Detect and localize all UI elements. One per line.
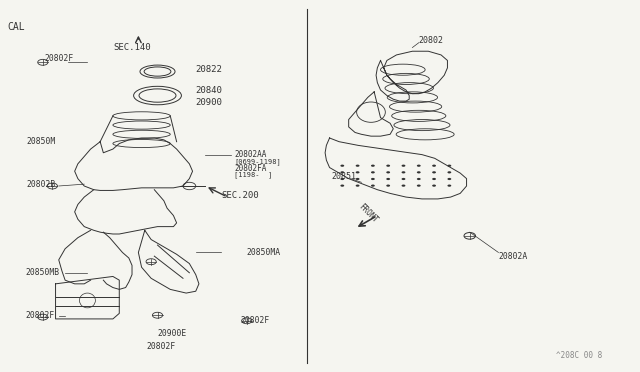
Text: CAL: CAL (8, 22, 26, 32)
Circle shape (356, 164, 360, 167)
Circle shape (340, 164, 344, 167)
Circle shape (340, 185, 344, 187)
Circle shape (401, 171, 405, 173)
Circle shape (387, 164, 390, 167)
Circle shape (371, 171, 375, 173)
Text: 20900E: 20900E (157, 329, 187, 338)
Circle shape (417, 171, 420, 173)
Circle shape (432, 185, 436, 187)
Text: 20802F: 20802F (241, 316, 269, 325)
Text: 20850MA: 20850MA (246, 248, 281, 257)
Text: 20840: 20840 (196, 86, 223, 94)
Circle shape (417, 185, 420, 187)
Text: 20802F: 20802F (147, 342, 176, 351)
Circle shape (432, 178, 436, 180)
Text: FRONT: FRONT (356, 202, 379, 225)
Circle shape (387, 178, 390, 180)
Circle shape (356, 185, 360, 187)
Text: 20802FA: 20802FA (234, 164, 266, 173)
Text: [1198-  ]: [1198- ] (234, 171, 272, 178)
Circle shape (356, 171, 360, 173)
Circle shape (371, 178, 375, 180)
Circle shape (387, 171, 390, 173)
Circle shape (447, 171, 451, 173)
Circle shape (432, 171, 436, 173)
Text: 20900: 20900 (196, 99, 223, 108)
Circle shape (387, 185, 390, 187)
Text: 20802A: 20802A (499, 251, 527, 261)
Text: SEC.140: SEC.140 (113, 43, 150, 52)
Text: [0699-1198]: [0699-1198] (234, 158, 281, 166)
Circle shape (432, 164, 436, 167)
Circle shape (447, 164, 451, 167)
Text: 20802F: 20802F (45, 54, 74, 63)
Circle shape (417, 178, 420, 180)
Circle shape (356, 178, 360, 180)
Circle shape (447, 178, 451, 180)
Text: 20822: 20822 (196, 65, 223, 74)
Circle shape (447, 185, 451, 187)
Text: 20802: 20802 (419, 36, 444, 45)
Text: 20802F: 20802F (26, 311, 55, 320)
Circle shape (417, 164, 420, 167)
Text: 20850M: 20850M (27, 137, 56, 146)
Circle shape (401, 185, 405, 187)
Text: 20802B: 20802B (27, 180, 56, 189)
Text: SEC.200: SEC.200 (221, 191, 259, 200)
Circle shape (371, 164, 375, 167)
Circle shape (371, 185, 375, 187)
Text: ^208C 00 8: ^208C 00 8 (556, 351, 602, 360)
Circle shape (401, 178, 405, 180)
Text: 20850MB: 20850MB (26, 268, 60, 277)
Text: 20802AA: 20802AA (234, 150, 266, 159)
Circle shape (340, 178, 344, 180)
Circle shape (401, 164, 405, 167)
Circle shape (340, 171, 344, 173)
Text: 20851: 20851 (332, 172, 356, 181)
